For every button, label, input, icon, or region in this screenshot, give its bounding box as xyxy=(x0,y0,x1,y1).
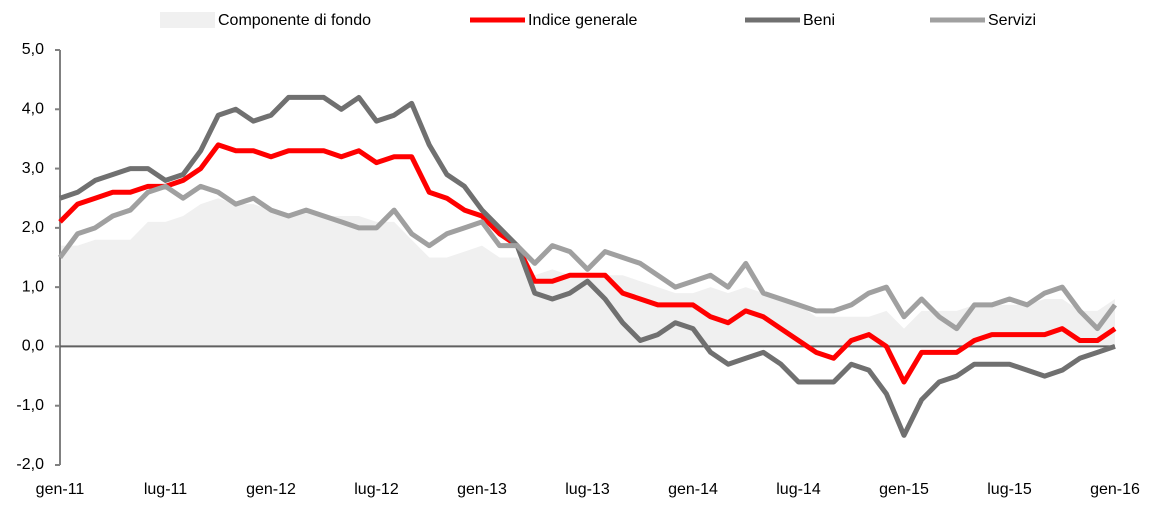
y-tick-label: 4,0 xyxy=(22,101,44,118)
y-tick-label: -2,0 xyxy=(16,456,44,473)
y-tick-label: 5,0 xyxy=(22,41,44,58)
legend-label: Servizi xyxy=(988,12,1036,29)
x-tick-label: lug-15 xyxy=(987,481,1032,498)
line xyxy=(59,94,1116,438)
x-tick-label: gen-13 xyxy=(457,481,507,498)
line xyxy=(58,142,1117,385)
x-tick-label: lug-11 xyxy=(144,481,187,498)
x-tick-label: lug-14 xyxy=(776,481,821,498)
y-tick-label: -1,0 xyxy=(16,397,44,414)
x-tick-label: gen-15 xyxy=(879,481,929,498)
line xyxy=(57,183,1118,332)
x-tick-label: gen-12 xyxy=(246,481,296,498)
y-tick-label: 0,0 xyxy=(22,338,44,355)
x-tick-label: lug-12 xyxy=(354,481,399,498)
x-tick-label: gen-14 xyxy=(668,481,718,498)
legend-label: Indice generale xyxy=(528,12,638,29)
legend-label: Componente di fondo xyxy=(218,12,371,29)
y-tick-label: 2,0 xyxy=(22,219,44,236)
legend-label: Beni xyxy=(803,12,835,29)
x-tick-label: lug-13 xyxy=(565,481,610,498)
x-tick-label: gen-11 xyxy=(36,481,85,498)
x-tick-label: gen-16 xyxy=(1090,481,1140,498)
y-tick-label: 3,0 xyxy=(22,160,44,177)
area xyxy=(60,198,1115,347)
legend-swatch xyxy=(160,12,215,28)
y-tick-label: 1,0 xyxy=(22,278,44,295)
